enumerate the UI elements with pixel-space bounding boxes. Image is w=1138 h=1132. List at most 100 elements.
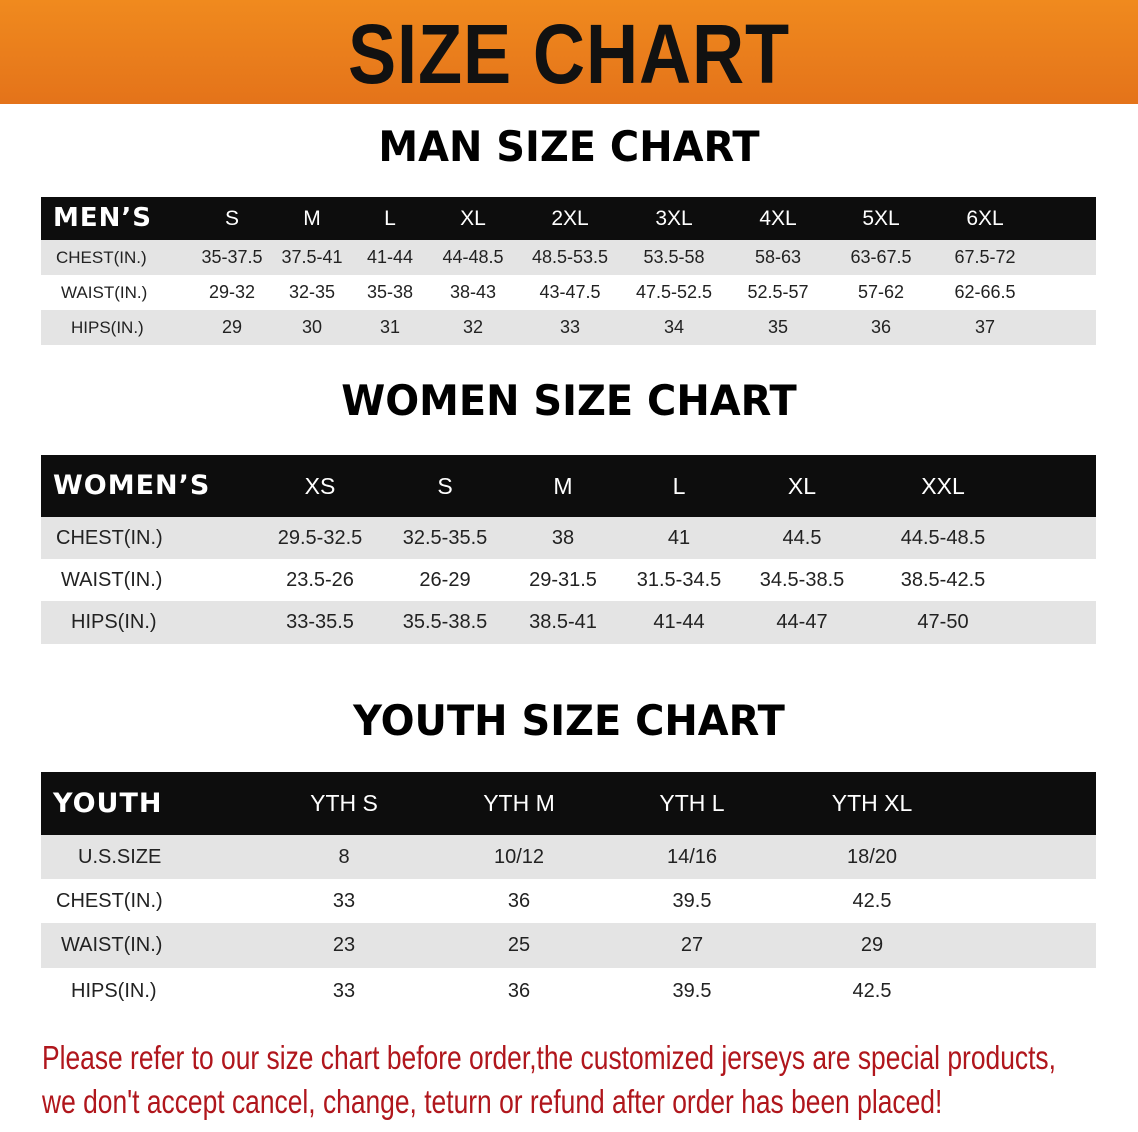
size-header: L bbox=[672, 473, 686, 499]
table-cell: 29-32 bbox=[208, 282, 256, 302]
table-cell: 31.5-34.5 bbox=[636, 569, 722, 591]
size-header: L bbox=[384, 207, 396, 230]
table-cell: 35-37.5 bbox=[201, 247, 263, 267]
table-cell: 44-48.5 bbox=[442, 247, 504, 267]
table-cell: 36 bbox=[507, 890, 531, 912]
table-cell: 34.5-38.5 bbox=[759, 569, 845, 591]
table-cell: 36 bbox=[870, 317, 892, 337]
youth-section-title: YOUTH SIZE CHART bbox=[353, 696, 785, 745]
table-cell: 67.5-72 bbox=[954, 247, 1016, 267]
size-header: 6XL bbox=[966, 207, 1004, 230]
table-cell: 33 bbox=[559, 317, 581, 337]
table-row: HIPS(IN.) 33 36 39.5 42.5 bbox=[41, 968, 1096, 1014]
size-header: YTH M bbox=[483, 790, 555, 816]
table-row: CHEST(IN.) 35-37.5 37.5-41 41-44 44-48.5 48.5… bbox=[41, 240, 1096, 275]
table-row: CHEST(IN.) 29.5-32.5 32.5-35.5 38 41 44.5 44.5… bbox=[41, 517, 1096, 559]
table-cell: 62-66.5 bbox=[954, 282, 1016, 302]
table-cell: 18/20 bbox=[846, 846, 898, 868]
row-label: CHEST(IN.) bbox=[56, 248, 147, 267]
table-cell: 35-38 bbox=[366, 282, 414, 302]
table-cell: 29 bbox=[221, 317, 243, 337]
table-cell: 39.5 bbox=[672, 890, 712, 912]
table-cell: 25 bbox=[507, 934, 531, 956]
table-cell: 33-35.5 bbox=[286, 611, 354, 633]
table-cell: 14/16 bbox=[666, 846, 718, 868]
size-header: XL bbox=[787, 473, 817, 499]
table-cell: 42.5 bbox=[852, 980, 892, 1002]
table-cell: 29.5-32.5 bbox=[277, 527, 363, 549]
table-cell: 53.5-58 bbox=[643, 247, 705, 267]
size-header: XL bbox=[460, 207, 486, 230]
size-header: 3XL bbox=[655, 207, 693, 230]
row-label: WAIST(IN.) bbox=[61, 934, 163, 956]
table-cell: 23.5-26 bbox=[286, 569, 354, 591]
table-cell: 37.5-41 bbox=[281, 247, 343, 267]
table-cell: 37 bbox=[974, 317, 996, 337]
women-header-row: WOMEN’S XS S M L XL XXL bbox=[41, 455, 1096, 517]
table-cell: 29 bbox=[860, 934, 884, 956]
men-header-row: MEN’S S M L XL 2XL 3XL 4XL 5XL 6XL bbox=[41, 197, 1096, 240]
table-cell: 23 bbox=[332, 934, 356, 956]
size-header: YTH XL bbox=[831, 790, 913, 816]
table-cell: 27 bbox=[680, 934, 704, 956]
table-cell: 47.5-52.5 bbox=[635, 282, 713, 302]
table-row: HIPS(IN.) 33-35.5 35.5-38.5 38.5-41 41-44 44-… bbox=[41, 601, 1096, 644]
table-row: WAIST(IN.) 29-32 32-35 35-38 38-43 43-47.5 47.… bbox=[41, 275, 1096, 310]
table-cell: 44-47 bbox=[776, 611, 828, 633]
men-section-title: MAN SIZE CHART bbox=[378, 122, 760, 171]
men-size-table: MEN’S S M L XL 2XL 3XL 4XL 5XL 6XL CHEST(IN.) 35-37… bbox=[41, 197, 1096, 345]
youth-header-row: YOUTH YTH S YTH M YTH L YTH XL bbox=[41, 772, 1096, 835]
men-header-label: MEN’S bbox=[53, 203, 152, 233]
table-cell: 38 bbox=[551, 527, 575, 549]
table-cell: 38-43 bbox=[449, 282, 497, 302]
row-label: HIPS(IN.) bbox=[71, 318, 144, 337]
table-cell: 44.5 bbox=[782, 527, 822, 549]
youth-header-label: YOUTH bbox=[53, 788, 163, 819]
table-cell: 31 bbox=[379, 317, 401, 337]
size-header: XXL bbox=[921, 473, 965, 499]
size-header: YTH S bbox=[310, 790, 378, 816]
table-cell: 63-67.5 bbox=[850, 247, 912, 267]
row-label: WAIST(IN.) bbox=[61, 283, 148, 302]
women-size-table: WOMEN’S XS S M L XL XXL CHEST(IN.) 29.5-32.5 32.5… bbox=[41, 455, 1096, 644]
size-header: 5XL bbox=[862, 207, 900, 230]
table-cell: 32-35 bbox=[288, 282, 336, 302]
table-cell: 10/12 bbox=[493, 846, 545, 868]
table-cell: 26-29 bbox=[419, 569, 471, 591]
table-cell: 48.5-53.5 bbox=[531, 247, 609, 267]
women-header-label: WOMEN’S bbox=[53, 470, 211, 501]
table-cell: 33 bbox=[332, 980, 356, 1002]
table-row: WAIST(IN.) 23.5-26 26-29 29-31.5 31.5-34.5 34… bbox=[41, 559, 1096, 601]
table-cell: 42.5 bbox=[852, 890, 892, 912]
table-row: HIPS(IN.) 29 30 31 32 33 34 35 36 37 bbox=[41, 310, 1096, 345]
youth-size-table: YOUTH YTH S YTH M YTH L YTH XL U.S.SIZE 8 10/12… bbox=[41, 772, 1096, 1014]
table-row: CHEST(IN.) 33 36 39.5 42.5 bbox=[41, 879, 1096, 923]
size-header: S bbox=[224, 207, 240, 230]
size-header: M bbox=[303, 207, 321, 230]
table-cell: 32 bbox=[462, 317, 484, 337]
policy-note-line-1: Please refer to our size chart before or… bbox=[42, 1039, 1056, 1076]
size-header: M bbox=[553, 473, 573, 499]
table-cell: 41 bbox=[667, 527, 691, 549]
table-cell: 33 bbox=[332, 890, 356, 912]
policy-note-line-2: we don't accept cancel, change, teturn o… bbox=[42, 1083, 943, 1120]
table-cell: 36 bbox=[507, 980, 531, 1002]
size-header: 4XL bbox=[759, 207, 797, 230]
table-cell: 8 bbox=[338, 846, 350, 868]
row-label: U.S.SIZE bbox=[78, 846, 162, 868]
table-cell: 32.5-35.5 bbox=[402, 527, 488, 549]
row-label: HIPS(IN.) bbox=[71, 980, 157, 1002]
table-cell: 35.5-38.5 bbox=[402, 611, 488, 633]
table-cell: 38.5-42.5 bbox=[900, 569, 986, 591]
row-label: HIPS(IN.) bbox=[71, 611, 157, 633]
row-label: CHEST(IN.) bbox=[56, 527, 163, 549]
table-cell: 38.5-41 bbox=[529, 611, 597, 633]
table-cell: 57-62 bbox=[857, 282, 905, 302]
table-cell: 35 bbox=[767, 317, 789, 337]
size-header: 2XL bbox=[551, 207, 589, 230]
table-cell: 39.5 bbox=[672, 980, 712, 1002]
banner-title: SIZE CHART bbox=[347, 7, 791, 101]
table-row: U.S.SIZE 8 10/12 14/16 18/20 bbox=[41, 835, 1096, 879]
row-label: WAIST(IN.) bbox=[61, 569, 163, 591]
table-cell: 44.5-48.5 bbox=[900, 527, 986, 549]
